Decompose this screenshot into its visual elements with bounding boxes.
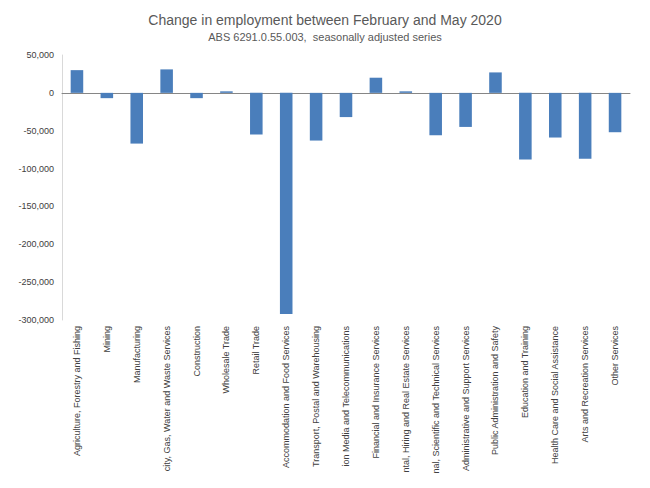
svg-text:-250,000: -250,000	[18, 277, 54, 287]
svg-text:0: 0	[49, 88, 54, 98]
svg-text:Public Administration and Safe: Public Administration and Safety	[490, 326, 500, 456]
svg-text:Wholesale Trade: Wholesale Trade	[221, 326, 231, 394]
svg-text:Financial and Insurance Servic: Financial and Insurance Services	[371, 326, 381, 459]
svg-text:-300,000: -300,000	[18, 315, 54, 325]
svg-text:ABS 6291.0.55.003, seasonally: ABS 6291.0.55.003, seasonally adjusted s…	[208, 31, 442, 43]
svg-text:city, Gas, Water and Waste Ser: city, Gas, Water and Waste Services	[162, 326, 172, 472]
svg-text:Accommodation and Food Service: Accommodation and Food Services	[281, 326, 291, 469]
svg-text:Health Care and Social Assista: Health Care and Social Assistance	[550, 326, 560, 464]
svg-text:Retail Trade: Retail Trade	[251, 326, 261, 375]
svg-text:Arts and Recreation Services: Arts and Recreation Services	[580, 326, 590, 443]
svg-text:Agriculture, Forestry and Fish: Agriculture, Forestry and Fishing	[72, 326, 82, 456]
svg-text:50,000: 50,000	[26, 50, 54, 60]
svg-text:Other Services: Other Services	[610, 326, 620, 386]
svg-text:-200,000: -200,000	[18, 239, 54, 249]
svg-text:Construction: Construction	[192, 326, 202, 377]
svg-text:nal, Scientific and Technical: nal, Scientific and Technical Services	[431, 326, 441, 474]
svg-text:-50,000: -50,000	[23, 126, 54, 136]
svg-text:Mining: Mining	[102, 326, 112, 353]
svg-text:-100,000: -100,000	[18, 164, 54, 174]
svg-text:Transport, Postal and Warehous: Transport, Postal and Warehousing	[311, 326, 321, 467]
svg-text:Manufacturing: Manufacturing	[132, 326, 142, 383]
svg-text:Change in employment between F: Change in employment between February an…	[148, 12, 502, 28]
svg-text:Education and Training: Education and Training	[520, 326, 530, 418]
svg-text:ion Media and Telecommunicatio: ion Media and Telecommunications	[341, 326, 351, 467]
svg-text:Administrative and Support Ser: Administrative and Support Services	[461, 326, 471, 472]
svg-text:ntal, Hiring and Real Estate S: ntal, Hiring and Real Estate Services	[401, 326, 411, 473]
svg-text:-150,000: -150,000	[18, 201, 54, 211]
